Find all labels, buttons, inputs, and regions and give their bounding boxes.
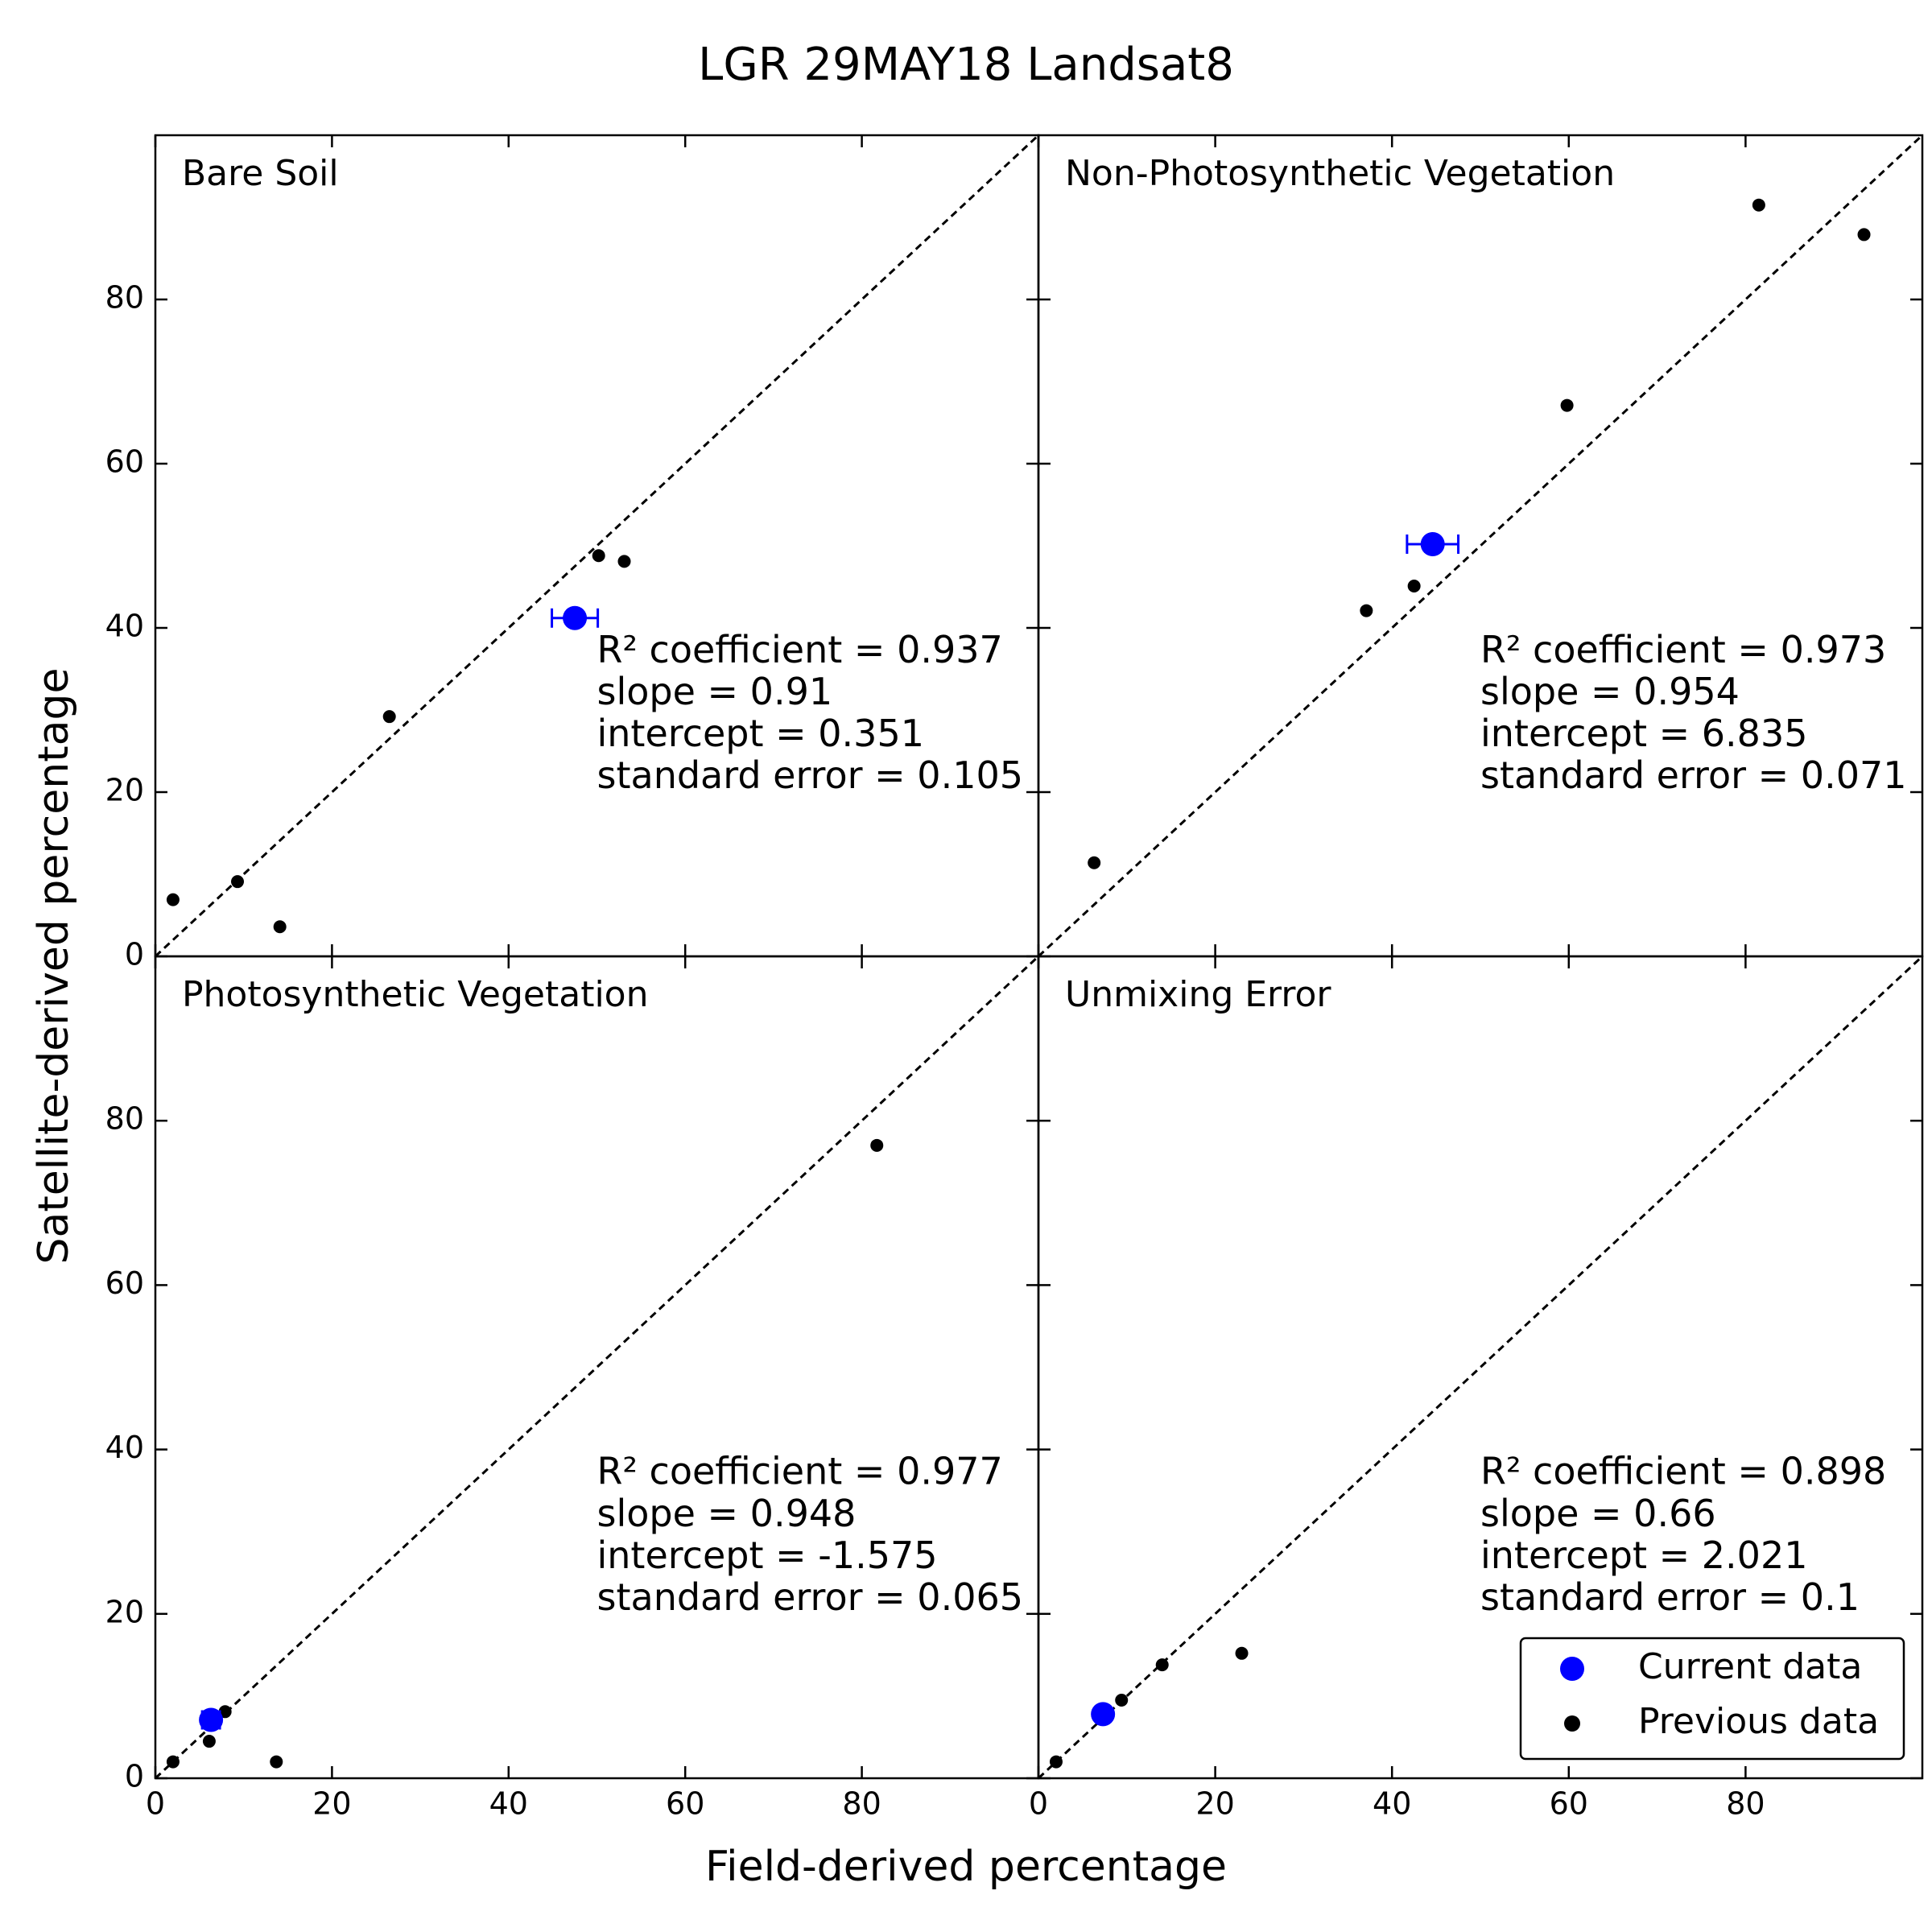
y-tick-label: 0	[125, 937, 144, 972]
stat-line: slope = 0.954	[1480, 670, 1740, 713]
stat-line: intercept = -1.575	[597, 1534, 938, 1577]
y-tick-label: 80	[105, 1101, 144, 1137]
previous-point	[1752, 198, 1765, 212]
y-tick-label: 60	[105, 1265, 144, 1301]
stat-line: R² coefficient = 0.973	[1480, 628, 1886, 671]
x-tick-label: 20	[1195, 1786, 1234, 1822]
previous-point	[1049, 1755, 1063, 1769]
previous-point	[231, 875, 245, 889]
stat-line: intercept = 2.021	[1480, 1534, 1807, 1577]
stat-line: slope = 0.66	[1480, 1492, 1716, 1535]
previous-point	[202, 1735, 216, 1748]
identity-line	[1037, 955, 1924, 1780]
previous-point	[870, 1138, 884, 1152]
panel-title: Bare Soil	[182, 153, 339, 194]
y-tick-label: 40	[105, 1430, 144, 1465]
stat-line: standard error = 0.071	[1480, 753, 1907, 797]
current-point	[199, 1707, 224, 1732]
stat-line: standard error = 0.105	[597, 753, 1024, 797]
x-tick-label: 60	[666, 1786, 704, 1822]
stat-line: standard error = 0.1	[1480, 1575, 1860, 1619]
panel-title: Photosynthetic Vegetation	[182, 974, 648, 1015]
previous-point	[166, 893, 180, 906]
legend-marker	[1564, 1715, 1580, 1732]
previous-point	[273, 920, 287, 934]
panel-title: Unmixing Error	[1065, 974, 1331, 1015]
panel-frame	[1037, 955, 1924, 1780]
legend-label: Current data	[1638, 1646, 1862, 1687]
x-tick-label: 80	[842, 1786, 881, 1822]
identity-line	[154, 955, 1040, 1780]
stat-line: intercept = 6.835	[1480, 712, 1807, 755]
legend-marker	[1560, 1657, 1584, 1681]
y-tick-label: 60	[105, 444, 144, 480]
current-point	[1420, 531, 1445, 556]
stat-line: R² coefficient = 0.898	[1480, 1450, 1886, 1493]
previous-point	[1235, 1646, 1249, 1660]
stat-line: standard error = 0.065	[597, 1575, 1024, 1619]
x-tick-label: 0	[146, 1786, 165, 1822]
y-axis-label: Satellite-derived percentage	[30, 668, 78, 1265]
x-tick-label: 40	[489, 1786, 528, 1822]
x-tick-label: 20	[312, 1786, 351, 1822]
figure-title: LGR 29MAY18 Landsat8	[698, 39, 1234, 91]
current-point	[563, 605, 588, 630]
stat-line: intercept = 0.351	[597, 712, 924, 755]
previous-point	[617, 555, 631, 568]
stat-line: R² coefficient = 0.937	[597, 628, 1003, 671]
x-axis-label: Field-derived percentage	[705, 1843, 1227, 1891]
identity-line	[1037, 134, 1924, 958]
previous-point	[1115, 1694, 1129, 1707]
y-tick-label: 20	[105, 1594, 144, 1629]
x-tick-label: 40	[1373, 1786, 1411, 1822]
stat-line: slope = 0.948	[597, 1492, 857, 1535]
previous-point	[166, 1755, 180, 1769]
y-tick-label: 20	[105, 773, 144, 808]
x-tick-label: 80	[1726, 1786, 1765, 1822]
legend-label: Previous data	[1638, 1701, 1879, 1742]
stat-line: R² coefficient = 0.977	[597, 1450, 1003, 1493]
previous-point	[1088, 856, 1101, 869]
previous-point	[1360, 604, 1373, 617]
previous-point	[382, 710, 396, 724]
identity-line	[154, 134, 1040, 958]
previous-point	[1857, 228, 1871, 242]
previous-point	[270, 1755, 283, 1769]
previous-point	[1560, 398, 1574, 412]
previous-point	[1407, 579, 1421, 592]
x-tick-label: 0	[1029, 1786, 1048, 1822]
panel-title: Non-Photosynthetic Vegetation	[1065, 153, 1615, 194]
previous-point	[592, 549, 605, 563]
y-tick-label: 0	[125, 1759, 144, 1794]
y-tick-label: 80	[105, 280, 144, 316]
y-tick-label: 40	[105, 609, 144, 644]
current-point	[1091, 1702, 1116, 1727]
legend-box	[1519, 1637, 1905, 1761]
x-tick-label: 60	[1550, 1786, 1588, 1822]
previous-point	[1155, 1658, 1169, 1672]
stat-line: slope = 0.91	[597, 670, 833, 713]
